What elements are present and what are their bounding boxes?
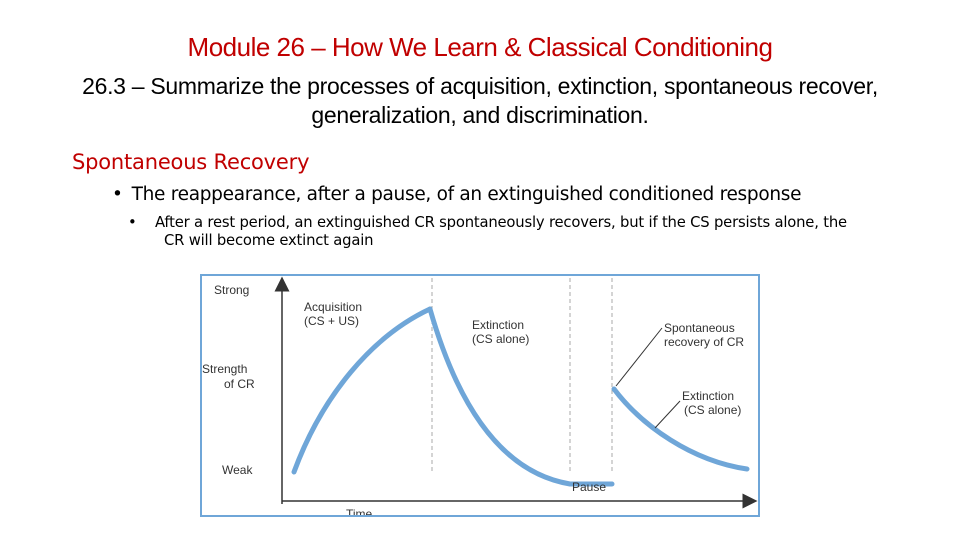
bullet-sub-text: After a rest period, an extinguished CR … [155,214,847,249]
extinction-1-label: Extinction [472,318,524,332]
y-label-weak: Weak [222,463,253,477]
y-label-of-cr: of CR [224,377,255,391]
spontaneous-recovery-figure: Strong Strength of CR Weak Time Acquisit… [200,274,760,517]
extinction-2-sublabel: (CS alone) [684,403,741,417]
spontaneous-recovery-sublabel: recovery of CR [664,335,744,349]
acquisition-sublabel: (CS + US) [304,314,359,328]
extinction-1-sublabel: (CS alone) [472,332,529,346]
slide-title: Module 26 – How We Learn & Classical Con… [187,32,773,62]
extinction-2-label: Extinction [682,389,734,403]
recovery-leader-line [615,327,663,387]
bullet-main: • The reappearance, after a pause, of an … [112,184,802,205]
extinction-2-leader-line [654,400,681,429]
extinction-curve-1 [427,306,573,487]
acquisition-curve [291,306,433,475]
y-label-strong: Strong [214,283,249,297]
acquisition-label: Acquisition [304,300,362,314]
bullet-main-text: The reappearance, after a pause, of an e… [131,184,802,205]
pause-label: Pause [572,480,606,494]
section-heading: Spontaneous Recovery [72,150,310,174]
bullet-sub: • After a rest period, an extinguished CR… [128,214,847,249]
spontaneous-recovery-label: Spontaneous [664,321,735,335]
extinction-curve-2 [611,386,750,472]
figure-svg: Strong Strength of CR Weak Time Acquisit… [202,276,758,515]
slide-subtitle: 26.3 – Summarize the processes of acquis… [82,73,878,128]
x-label-time: Time [346,507,373,515]
y-label-strength: Strength [202,362,247,376]
bullet-marker: • [112,184,123,205]
